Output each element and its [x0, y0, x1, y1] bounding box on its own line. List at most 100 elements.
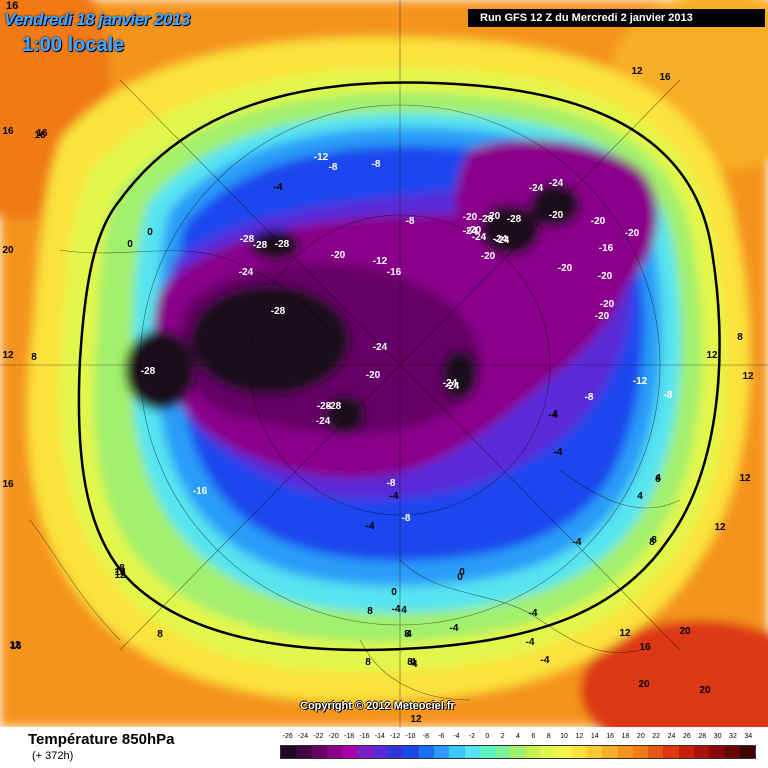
legend-label: 30	[713, 733, 722, 740]
legend-swatch	[342, 746, 358, 758]
coastlines	[0, 0, 768, 727]
forecast-time: 1:00 locale	[22, 34, 125, 56]
isotherm-label: 16	[10, 641, 22, 652]
legend-swatch	[495, 746, 511, 758]
legend-label: 14	[590, 733, 599, 740]
isotherm-label: 12	[742, 371, 754, 382]
legend-label: -20	[328, 733, 339, 740]
legend-label: 34	[744, 733, 753, 740]
legend-label: -4	[453, 733, 460, 740]
isotherm-label: 20	[2, 245, 14, 256]
legend-swatch	[709, 746, 725, 758]
isotherm-label: -20	[463, 212, 478, 223]
isotherm-label: 16	[2, 126, 14, 137]
isotherm-label: -28	[240, 234, 255, 245]
legend-swatch	[739, 746, 756, 758]
legend-swatch	[541, 746, 557, 758]
isotherm-label: -12	[633, 376, 648, 387]
legend-swatch	[556, 746, 572, 758]
isotherm-label: -24	[445, 381, 460, 392]
legend-swatch	[281, 746, 297, 758]
legend-label: 28	[698, 733, 707, 740]
isotherm-label: 8	[119, 563, 125, 574]
temperature-map: -8 -12 -8 -4 -8 0 0 -28 -28 -28 -20 -12 -16 -24 -28 -28…	[0, 0, 768, 727]
legend-label: -12	[390, 733, 401, 740]
legend-label: 22	[652, 733, 661, 740]
isotherm-label: 12	[631, 66, 643, 77]
isotherm-label: -4	[541, 655, 550, 666]
isotherm-label: 12	[9, 640, 21, 651]
isotherm-label: 16	[36, 128, 48, 139]
isotherm-label: -24	[443, 378, 458, 389]
isotherm-label: 0	[147, 227, 153, 238]
legend-label: 18	[621, 733, 630, 740]
legend-swatch	[678, 746, 695, 758]
isotherm-label: -8	[387, 478, 396, 489]
legend-swatch	[311, 746, 327, 758]
isotherm-label: -16	[599, 243, 614, 254]
legend-label: 24	[667, 733, 676, 740]
legend-label: 12	[575, 733, 584, 740]
isotherm-label: -28	[271, 306, 286, 317]
legend-swatch	[296, 746, 312, 758]
isotherm-label: -20	[549, 210, 564, 221]
legend-label: -10	[405, 733, 416, 740]
isotherm-label: -20	[486, 211, 501, 222]
legend-label: 16	[606, 733, 615, 740]
legend-swatch	[571, 746, 587, 758]
isotherm-label: -20	[625, 228, 640, 239]
legend-swatch	[403, 746, 419, 758]
isotherm-label: 20	[638, 679, 650, 690]
isotherm-label: 0	[459, 567, 465, 578]
legend-label: 10	[560, 733, 568, 740]
isotherm-label: 12	[706, 350, 718, 361]
copyright: Copyright © 2012 Meteociel.fr	[300, 700, 455, 712]
isotherm-label: -16	[387, 267, 402, 278]
isotherm-label: -28	[327, 401, 342, 412]
isotherm-label: -24	[529, 183, 544, 194]
isotherm-label: 20	[679, 626, 691, 637]
legend-swatch	[586, 746, 603, 758]
isotherm-label: 20	[699, 685, 711, 696]
isotherm-label: -20	[558, 263, 573, 274]
isotherm-labels: -8-12-8-4-800 -28 -28-28-20-12-16-24-28-28…	[2, 66, 754, 725]
legend-label: -22	[313, 733, 324, 740]
legend-label: -24	[297, 733, 309, 740]
isotherm-label: -28	[479, 214, 494, 225]
isotherm-label: 0	[127, 239, 133, 250]
isotherm-label: 0	[391, 587, 397, 598]
isotherm-label: 8	[404, 629, 410, 640]
corner-value: 16	[6, 0, 19, 12]
legend-label: -16	[359, 733, 370, 740]
legend-swatch	[479, 746, 496, 758]
isotherm-label: 16	[2, 479, 14, 490]
legend-swatch	[617, 746, 633, 758]
isotherm-label: -24	[549, 178, 564, 189]
isotherm-label: -4	[390, 491, 399, 502]
legend-label: -18	[344, 733, 355, 740]
isotherm-label: -4	[529, 608, 538, 619]
legend-labels: -26 -24 -22 -20 -18 -16 -14 -12 -10 -8 -6 -4 -2 0 2 4 6 8…	[280, 733, 756, 745]
isotherm-label: -4	[549, 410, 558, 421]
legend-swatch	[632, 746, 649, 758]
legend-label: 0	[485, 733, 490, 740]
isotherm-label: -24	[472, 232, 487, 243]
legend-label: -6	[438, 733, 445, 740]
legend-swatch	[449, 746, 465, 758]
legend-swatch	[510, 746, 526, 758]
isotherm-label: -4	[366, 521, 375, 532]
isotherm-label: 12	[714, 522, 726, 533]
isotherm-label: -8	[372, 159, 381, 170]
isotherm-label: -20	[600, 299, 615, 310]
isotherm-label: -8	[664, 390, 673, 401]
isotherm-label: 12	[739, 473, 751, 484]
isotherm-label: -4	[409, 659, 418, 670]
isotherm-label: 16	[114, 567, 126, 578]
isotherm-label: 8	[365, 657, 371, 668]
legend-swatch	[357, 746, 373, 758]
legend-swatch	[418, 746, 434, 758]
legend-swatch	[388, 746, 404, 758]
forecast-date: Vendredi 18 janvier 2013	[4, 10, 190, 29]
isotherm-label: 8	[649, 537, 655, 548]
isotherm-label: -20	[598, 271, 613, 282]
